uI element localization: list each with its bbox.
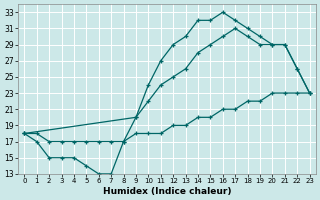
X-axis label: Humidex (Indice chaleur): Humidex (Indice chaleur)	[103, 187, 231, 196]
